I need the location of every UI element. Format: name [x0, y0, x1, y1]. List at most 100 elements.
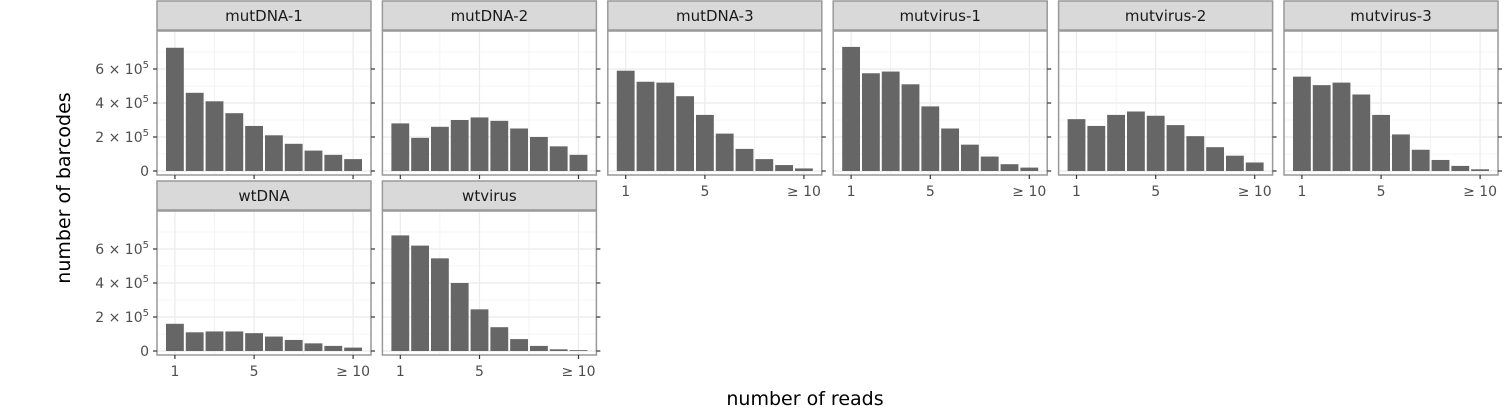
facet-panel: wtDNA 0 2 × 105 4 × 105 6 × 105 1 5 ≥ 10: [95, 180, 375, 380]
x-tick-label: ≥ 10: [787, 184, 821, 200]
bar: [1225, 155, 1244, 171]
bar: [304, 343, 323, 351]
bar: [1471, 169, 1490, 171]
bar: [1146, 115, 1165, 171]
facet-panel: wtvirus 1 5 ≥ 10: [381, 180, 601, 380]
bar: [165, 323, 184, 351]
bar: [656, 82, 675, 171]
bar: [529, 345, 548, 351]
bar: [775, 165, 794, 171]
y-tick-label: 2 × 105: [95, 308, 149, 326]
bar: [205, 101, 224, 171]
bar: [569, 350, 588, 351]
y-tick-label: 4 × 105: [95, 94, 149, 112]
bar: [549, 349, 568, 351]
facet-strip-label: mutvirus-1: [899, 7, 981, 25]
bar: [245, 125, 264, 171]
bar: [264, 336, 283, 351]
y-tick-label: 6 × 105: [95, 240, 149, 258]
x-tick-label: 5: [700, 184, 709, 200]
bar: [1020, 167, 1039, 171]
bar: [344, 159, 363, 171]
x-tick-label: 1: [847, 184, 856, 200]
bar: [490, 120, 509, 171]
facet-strip: [832, 0, 1048, 31]
facet-strip: [156, 180, 372, 211]
bar: [980, 156, 999, 171]
bar: [755, 159, 774, 171]
bar: [430, 258, 449, 351]
bar: [735, 148, 754, 171]
facet-strip: [1283, 0, 1499, 31]
facet-panel: mutvirus-1 1 5 ≥ 10: [832, 0, 1052, 200]
facet-strip-label: mutvirus-3: [1350, 7, 1432, 25]
facet-strip: [156, 0, 372, 31]
bar: [1451, 165, 1470, 171]
bar: [391, 123, 410, 171]
y-tick-label: 0: [140, 164, 149, 180]
y-tick-label: 0: [140, 344, 149, 360]
bar: [185, 332, 204, 351]
bar: [450, 283, 469, 351]
bar: [1087, 125, 1106, 171]
facet-strip: [1057, 0, 1274, 31]
bar: [616, 70, 635, 171]
bar: [1107, 114, 1126, 171]
facet-strip-label: mutvirus-2: [1125, 7, 1207, 25]
bar: [1411, 149, 1430, 171]
bar: [470, 309, 489, 351]
facet-strip: [381, 0, 598, 31]
x-tick-label: 1: [1072, 184, 1081, 200]
bar: [1000, 164, 1019, 171]
bar: [1245, 162, 1264, 171]
bar: [549, 146, 568, 171]
bar: [225, 113, 244, 171]
bar: [185, 92, 204, 171]
bar: [715, 133, 734, 171]
bar: [1292, 76, 1311, 171]
bar: [636, 81, 655, 171]
bar: [391, 235, 410, 351]
x-tick-label: 1: [621, 184, 630, 200]
facet-strip-label: mutDNA-2: [451, 7, 529, 25]
x-tick-label: 5: [926, 184, 935, 200]
x-tick-label: ≥ 10: [1012, 184, 1046, 200]
bar: [901, 84, 920, 171]
bar: [941, 128, 960, 171]
bar: [1126, 111, 1145, 171]
bar: [1312, 85, 1331, 171]
x-tick-label: ≥ 10: [1463, 184, 1497, 200]
x-tick-label: 5: [1151, 184, 1160, 200]
bar: [1391, 134, 1410, 171]
x-tick-label: 1: [1297, 184, 1306, 200]
x-tick-label: 1: [170, 364, 179, 380]
facet-strip-label: mutDNA-1: [225, 7, 303, 25]
bar: [264, 135, 283, 171]
bar: [510, 339, 529, 351]
bar: [1431, 159, 1450, 171]
bar: [1166, 125, 1185, 171]
bar: [225, 331, 244, 351]
bar: [529, 137, 548, 171]
x-tick-label: ≥ 10: [562, 364, 596, 380]
bar: [921, 106, 940, 171]
bar: [450, 120, 469, 171]
y-tick-label: 4 × 105: [95, 274, 149, 292]
x-tick-label: ≥ 10: [1238, 184, 1272, 200]
bar: [695, 114, 714, 171]
facet-panel: mutDNA-2: [381, 0, 601, 179]
facet-panel: mutDNA-1 0 2 × 105 4 × 105 6 × 105: [95, 0, 375, 180]
facet-strip-label: mutDNA-3: [676, 7, 754, 25]
bar: [861, 73, 880, 171]
bar: [470, 117, 489, 171]
x-tick-label: 1: [396, 364, 405, 380]
bar: [569, 154, 588, 171]
bar: [490, 327, 509, 351]
facet-panel: mutvirus-3 1 5 ≥ 10: [1283, 0, 1502, 200]
facet-panel: mutDNA-3 1 5 ≥ 10: [607, 0, 826, 200]
x-tick-label: ≥ 10: [336, 364, 370, 380]
facet-strip-label: wtvirus: [462, 187, 517, 205]
bar: [324, 154, 343, 171]
bar: [245, 333, 264, 351]
